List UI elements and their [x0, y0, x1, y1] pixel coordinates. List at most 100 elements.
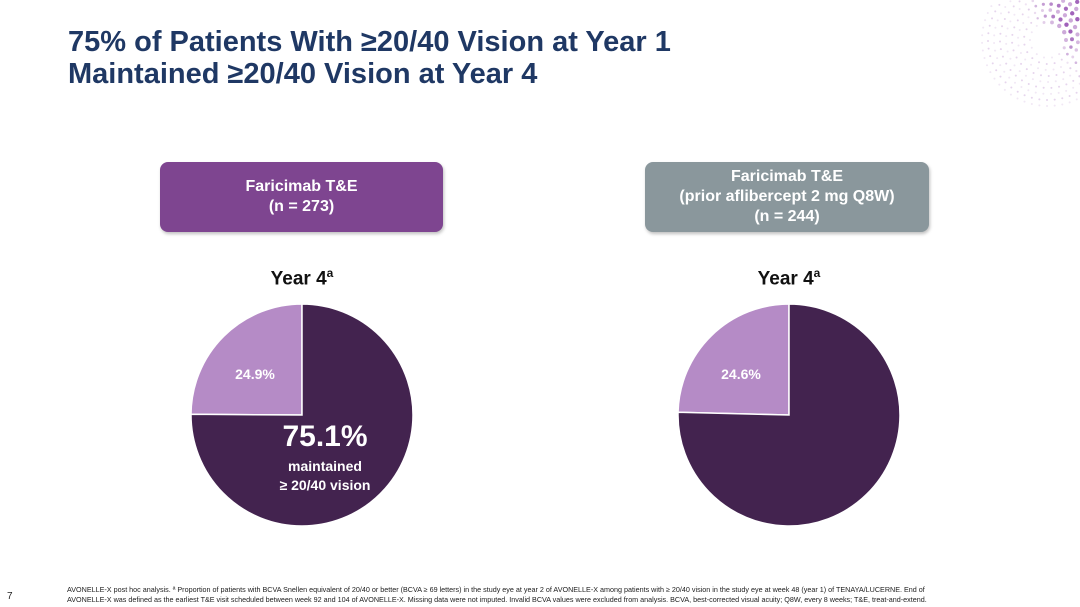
logo-dot [1003, 70, 1006, 73]
logo-dot [1030, 46, 1033, 49]
logo-dot [1009, 20, 1012, 23]
logo-dot [1062, 78, 1065, 81]
logo-dot [991, 17, 994, 20]
slice-label-light-right: 24.6% [721, 366, 761, 382]
logo-dot [1051, 56, 1054, 59]
logo-dot [1011, 33, 1014, 36]
logo-dot [1075, 0, 1080, 5]
logo-dot [1016, 90, 1019, 93]
logo-dot [1069, 45, 1073, 49]
logo-dot [1001, 25, 1004, 28]
logo-dot [1006, 50, 1009, 53]
page-number: 7 [7, 591, 13, 602]
logo-dot [1057, 23, 1062, 29]
logo-dot [1005, 62, 1008, 65]
pie-slice [190, 303, 303, 416]
logo-dot [1068, 18, 1073, 23]
chart-title-left: Year 4a [270, 266, 334, 290]
logo-dot [1069, 74, 1072, 77]
logo-dot [1016, 97, 1019, 100]
logo-dot [987, 47, 990, 50]
logo-dot [1061, 103, 1064, 106]
logo-dot [986, 64, 989, 67]
logo-dot [1020, 79, 1023, 82]
slice-label-dark-left: 75.1% [282, 420, 368, 453]
logo-dot [1018, 0, 1021, 3]
logo-dot [1012, 49, 1015, 52]
logo-dot [1046, 98, 1049, 101]
logo-dot [1020, 62, 1023, 65]
logo-dot [1062, 46, 1066, 50]
logo-dot [1017, 44, 1020, 47]
logo-dot [994, 49, 997, 52]
logo-dot [1041, 2, 1045, 6]
logo-dot [1030, 21, 1033, 24]
logo-dot [1046, 104, 1049, 107]
logo-dot [1023, 94, 1026, 97]
logo-dot [1030, 102, 1033, 105]
logo-dot [1009, 93, 1012, 96]
logo-dot [1003, 88, 1006, 91]
logo-dot [987, 39, 990, 42]
group-header-right: Faricimab T&E (prior aflibercept 2 mg Q8… [645, 162, 929, 232]
pie-slice [677, 303, 790, 416]
logo-dot [1018, 29, 1021, 32]
logo-dot [1054, 80, 1057, 83]
logo-dot [1075, 40, 1080, 45]
pie-slice [190, 303, 414, 527]
logo-dot [1004, 5, 1007, 8]
title-line-2: Maintained ≥20/40 Vision at Year 4 [68, 58, 538, 90]
logo-dot [1035, 85, 1038, 88]
logo-dot [1053, 98, 1056, 101]
logo-dot [1060, 58, 1063, 61]
pie-chart-right [677, 303, 901, 527]
logo-dot [994, 10, 997, 13]
logo-dot [1075, 32, 1080, 37]
logo-dot [1013, 81, 1016, 84]
logo-dot [981, 49, 984, 52]
dotted-circle-logo-icon [981, 0, 1080, 107]
logo-dot [1025, 68, 1028, 71]
chart-title-right: Year 4a [757, 266, 821, 290]
logo-dot [1031, 78, 1034, 81]
logo-dot [1027, 82, 1030, 85]
logo-dot [988, 24, 991, 27]
logo-dot [994, 26, 997, 29]
logo-dot [989, 71, 992, 74]
logo-dot [999, 48, 1002, 51]
logo-dot [1033, 11, 1037, 15]
slice-annotation-2: ≥ 20/40 vision [279, 477, 371, 493]
group-name: Faricimab T&E [245, 178, 358, 195]
logo-dot [1070, 11, 1075, 16]
logo-dot [1006, 27, 1009, 30]
logo-dot [998, 83, 1001, 86]
logo-dot [999, 32, 1002, 35]
logo-dot [1075, 91, 1078, 94]
logo-dot [1068, 101, 1071, 104]
logo-dot [996, 19, 999, 22]
logo-dot [1068, 94, 1071, 97]
logo-dot [1001, 55, 1004, 58]
logo-dot [1013, 13, 1016, 16]
logo-dot [1009, 68, 1012, 71]
logo-dot [1011, 41, 1014, 44]
logo-dot [1005, 42, 1008, 45]
logo-dot [1071, 55, 1075, 59]
logo-dot [1043, 14, 1047, 18]
logo-dot [1042, 92, 1045, 95]
logo-dot [1003, 18, 1006, 21]
logo-dot [993, 34, 996, 37]
title-line-1: 75% of Patients With ≥20/40 Vision at Ye… [68, 26, 671, 58]
logo-dot [1036, 17, 1039, 20]
logo-dot [1027, 16, 1030, 19]
footnote-line-1: AVONELLE-X post hoc analysis. ª Proporti… [67, 585, 925, 594]
logo-dot [1065, 89, 1068, 92]
logo-dot [1035, 53, 1038, 56]
logo-dot [993, 77, 996, 80]
logo-dot [990, 5, 993, 8]
logo-dot [1010, 86, 1013, 89]
page-title: 75% of Patients With ≥20/40 Vision at Ye… [68, 26, 671, 90]
logo-dot [1022, 22, 1025, 25]
logo-dot [1062, 30, 1067, 35]
logo-dot [1050, 92, 1053, 95]
